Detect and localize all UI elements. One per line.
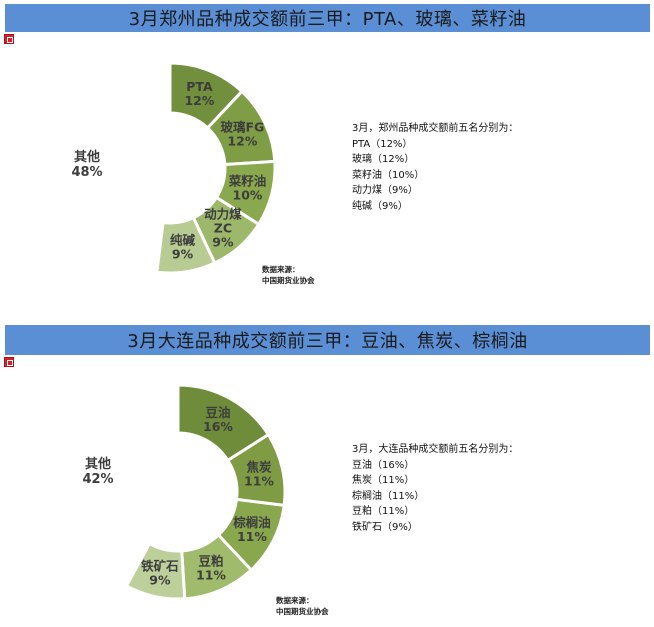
- source-label: 数据来源：: [276, 596, 314, 605]
- panel-2-source: 数据来源： 中国期货业协会: [276, 595, 329, 617]
- panel-2-notes: 3月，大连品种成交额前五名分别为： 豆油（16%） 焦炭（11%） 棕榈油（11…: [352, 442, 518, 535]
- other-label: 其他 42%: [82, 456, 113, 487]
- source-org: 中国期货业协会: [276, 607, 329, 616]
- notes-heading: 3月，大连品种成交额前五名分别为：: [352, 444, 519, 455]
- segment-label: 棕榈油 11%: [232, 515, 271, 544]
- segment-label: 玻璃FG 12%: [220, 119, 264, 148]
- notes-item: 菜籽油（10%）: [352, 169, 425, 181]
- segment-label: 豆粕 11%: [196, 554, 226, 583]
- notes-item: 棕榈油（11%）: [352, 490, 425, 502]
- notes-item: 动力煤（9%）: [352, 185, 418, 196]
- panel-1-source: 数据来源： 中国期货业协会: [262, 264, 315, 286]
- segment-label: 铁矿石 9%: [141, 559, 179, 588]
- other-label: 其他 48%: [71, 149, 102, 180]
- segment-label: 菜籽油 10%: [228, 173, 267, 202]
- panel-1-title-banner: 3月郑州品种成交额前三甲：PTA、玻璃、菜籽油: [5, 4, 650, 32]
- segment-label: 焦炭 11%: [244, 459, 274, 488]
- notes-item: 豆粕（11%）: [352, 506, 415, 517]
- logo-badge-icon: [4, 357, 14, 367]
- panel-2-title-banner: 3月大连品种成交额前三甲：豆油、焦炭、棕榈油: [5, 325, 650, 355]
- notes-heading: 3月，郑州品种成交额前五名分别为：: [352, 123, 519, 134]
- notes-item: PTA（12%）: [352, 138, 413, 150]
- panel-1-notes: 3月，郑州品种成交额前五名分别为： PTA（12%） 玻璃（12%） 菜籽油（1…: [352, 121, 518, 214]
- donut-segment: [124, 541, 187, 601]
- notes-item: 豆油（16%）: [352, 459, 415, 471]
- notes-item: 铁矿石（9%）: [352, 521, 418, 533]
- segment-label: 动力煤 ZC 9%: [204, 207, 242, 250]
- panel-2-title: 3月大连品种成交额前三甲：豆油、焦炭、棕榈油: [127, 331, 528, 352]
- logo-badge-icon: [4, 34, 14, 44]
- segment-label: 纯碱 9%: [170, 233, 196, 262]
- segment-label: PTA 12%: [184, 79, 214, 108]
- notes-item: 纯碱（9%）: [352, 200, 408, 212]
- source-label: 数据来源：: [262, 265, 300, 274]
- source-org: 中国期货业协会: [262, 276, 315, 285]
- segment-label: 豆油 16%: [203, 405, 233, 434]
- notes-item: 焦炭（11%）: [352, 475, 415, 486]
- panel-1-title: 3月郑州品种成交额前三甲：PTA、玻璃、菜籽油: [128, 9, 527, 30]
- notes-item: 玻璃（12%）: [352, 154, 415, 165]
- zhengzhou-donut-chart: PTA 12%玻璃FG 12% 菜籽油 10% 动力煤 ZC 9% 纯碱 9% 其他 48%: [71, 61, 277, 275]
- donut-segment: [155, 215, 217, 275]
